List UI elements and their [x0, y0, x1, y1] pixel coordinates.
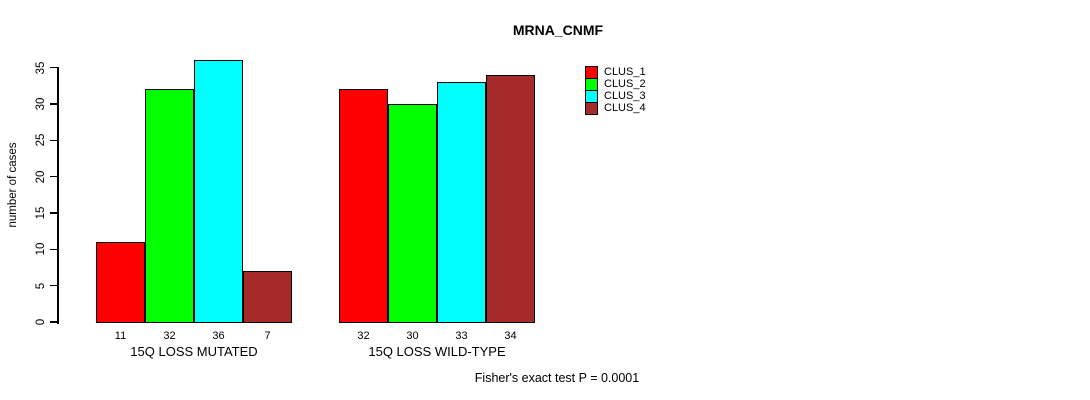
y-axis-label: number of cases	[7, 142, 19, 228]
legend-item: CLUS_4	[585, 101, 646, 115]
y-axis-tick-label: 0	[35, 318, 47, 326]
bar-value-label: 36	[212, 330, 225, 342]
bar-value-label: 32	[163, 330, 176, 342]
y-axis-tick	[50, 284, 58, 287]
bar-value-label: 33	[455, 330, 468, 342]
y-axis-tick-label: 25	[35, 133, 47, 147]
y-axis-tick	[50, 66, 58, 69]
legend-item: CLUS_2	[585, 77, 646, 91]
bar-value-label: 32	[357, 330, 370, 342]
bar-value-label: 7	[264, 330, 271, 342]
y-axis-tick	[50, 212, 58, 214]
y-axis-tick-label: 30	[35, 97, 47, 111]
y-axis-tick-label: 20	[35, 170, 47, 184]
chart-title: MRNA_CNMF	[512, 22, 604, 38]
legend-color-swatch-clus_4	[585, 101, 598, 115]
legend: CLUS_1 CLUS_2 CLUS_3 CLUS_4	[585, 65, 646, 115]
legend-label: CLUS_1	[604, 66, 646, 78]
legend-item: CLUS_1	[585, 65, 646, 79]
bar-clus_3-group2	[437, 82, 486, 323]
y-axis-tick	[50, 139, 58, 142]
y-axis-tick	[50, 175, 58, 178]
y-axis-tick	[50, 103, 58, 105]
x-group-label: 15Q LOSS WILD-TYPE	[368, 344, 506, 359]
bar-value-label: 11	[114, 330, 127, 342]
bar-clus_1-group1	[96, 242, 145, 323]
y-axis-tick	[50, 321, 58, 323]
fisher-test-annotation: Fisher's exact test P = 0.0001	[474, 371, 640, 385]
bar-clus_2-group1	[145, 89, 194, 323]
bar-value-label: 34	[504, 330, 517, 342]
x-group-label: 15Q LOSS MUTATED	[130, 344, 258, 359]
y-axis-tick	[50, 248, 58, 251]
legend-label: CLUS_4	[604, 102, 646, 114]
bar-clus_2-group2	[388, 104, 437, 323]
bar-clus_1-group2	[339, 89, 388, 323]
y-axis-tick-label: 5	[35, 282, 47, 289]
y-axis-tick-label: 35	[35, 61, 47, 75]
bar-value-label: 30	[406, 330, 419, 342]
legend-label: CLUS_2	[604, 78, 646, 90]
legend-label: CLUS_3	[604, 90, 646, 102]
bar-clus_4-group1	[243, 271, 292, 323]
bar-clus_4-group2	[486, 75, 535, 323]
bar-clus_3-group1	[194, 60, 243, 323]
y-axis-tick-label: 15	[35, 206, 47, 220]
y-axis-line	[57, 67, 59, 324]
y-axis-tick-label: 10	[35, 242, 47, 256]
legend-item: CLUS_3	[585, 89, 646, 103]
